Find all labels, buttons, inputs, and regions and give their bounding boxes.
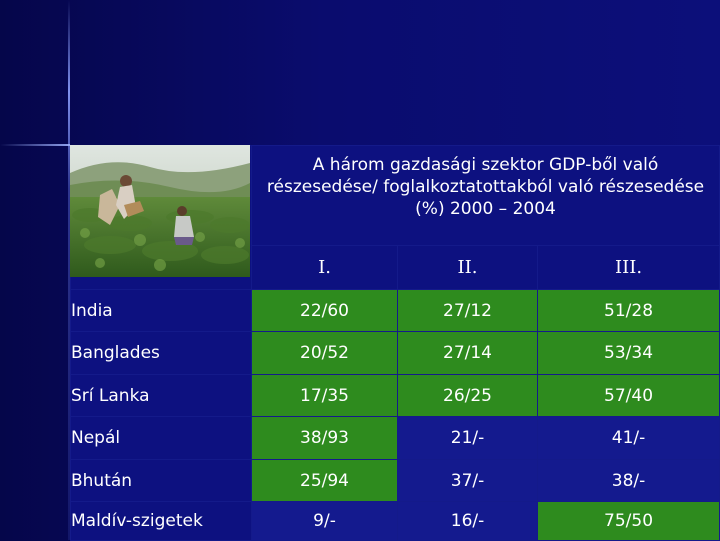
value-cell: 17/35 [251, 374, 398, 417]
value-cell: 20/52 [251, 331, 398, 375]
sector-header-1: I. [251, 245, 398, 290]
value-cell: 27/12 [397, 289, 538, 332]
value-cell: 25/94 [251, 459, 398, 502]
value-cell: 9/- [251, 501, 398, 541]
country-name: Maldív-szigetek [70, 501, 252, 541]
value-cell: 37/- [397, 459, 538, 502]
table-row: Nepál 38/93 21/- 41/- [70, 416, 720, 460]
decorative-horizontal-line [0, 144, 70, 146]
country-name: Bhután [70, 459, 252, 502]
table-row: Maldív-szigetek 9/- 16/- 75/50 [70, 501, 720, 541]
value-cell: 38/- [536, 459, 720, 502]
sector-header-3: III. [536, 245, 720, 290]
country-name: India [70, 289, 252, 332]
value-cell: 21/- [397, 416, 538, 460]
header-row: I. II. III. [71, 245, 720, 290]
tea-pickers-photo [70, 145, 250, 277]
country-name: Srí Lanka [70, 374, 252, 417]
table-caption: A három gazdasági szektor GDP-ből való r… [250, 145, 720, 246]
value-cell: 41/- [536, 416, 720, 460]
value-cell: 22/60 [251, 289, 398, 332]
table-row: India 22/60 27/12 51/28 [70, 289, 720, 332]
table-row: Banglades 20/52 27/14 53/34 [70, 331, 720, 375]
decorative-vertical-line [68, 0, 70, 540]
value-cell: 27/14 [397, 331, 538, 375]
country-name: Banglades [70, 331, 252, 375]
value-cell: 53/34 [536, 331, 720, 375]
value-cell: 75/50 [536, 501, 720, 541]
value-cell: 57/40 [536, 374, 720, 417]
table-row: Srí Lanka 17/35 26/25 57/40 [70, 374, 720, 417]
country-name: Nepál [70, 416, 252, 460]
table-row: Bhután 25/94 37/- 38/- [70, 459, 720, 502]
value-cell: 16/- [397, 501, 538, 541]
sector-header-2: II. [397, 245, 538, 290]
value-cell: 38/93 [251, 416, 398, 460]
value-cell: 26/25 [397, 374, 538, 417]
value-cell: 51/28 [536, 289, 720, 332]
